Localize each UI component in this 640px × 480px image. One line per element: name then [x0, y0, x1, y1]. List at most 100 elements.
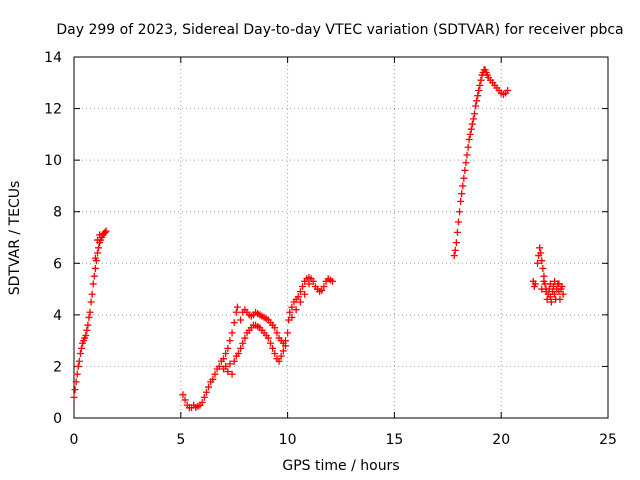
data-point — [71, 386, 79, 394]
data-point — [551, 290, 559, 298]
x-tick-label: 0 — [70, 432, 79, 448]
data-point — [224, 344, 232, 352]
data-point — [222, 362, 230, 370]
data-point — [555, 280, 563, 288]
data-point — [454, 218, 462, 226]
data-point — [451, 246, 459, 254]
data-point — [273, 329, 281, 337]
data-point — [224, 368, 232, 376]
data-point — [202, 388, 210, 396]
data-point — [234, 350, 242, 358]
data-point — [228, 329, 236, 337]
data-point — [269, 344, 277, 352]
data-point — [292, 306, 300, 314]
data-point — [542, 285, 550, 293]
data-point — [463, 151, 471, 159]
y-tick-labels: 0 2 4 6 8 10 12 14 — [44, 50, 62, 427]
data-point — [460, 174, 468, 182]
data-point — [215, 362, 223, 370]
data-point — [211, 370, 219, 378]
data-point — [181, 396, 189, 404]
data-point — [475, 87, 483, 95]
y-tick-label: 12 — [44, 102, 62, 118]
data-point — [531, 280, 539, 288]
x-tick-labels: 0 5 10 15 20 25 — [70, 432, 617, 448]
data-point — [275, 357, 283, 365]
data-point — [477, 76, 485, 84]
series-segment-2 — [179, 273, 336, 412]
data-point — [226, 337, 234, 345]
data-point — [450, 252, 458, 260]
series-segment-1 — [70, 227, 110, 401]
x-axis-title: GPS time / hours — [282, 458, 399, 474]
data-point — [457, 197, 465, 205]
y-tick-label: 6 — [53, 256, 62, 272]
data-point — [468, 120, 476, 128]
data-point — [88, 290, 96, 298]
x-tick-label: 10 — [279, 432, 297, 448]
data-point — [534, 259, 542, 267]
data-point — [232, 308, 240, 316]
data-point — [271, 350, 279, 358]
data-point — [471, 110, 478, 118]
data-point — [538, 257, 546, 265]
data-point — [72, 378, 80, 386]
data-point — [93, 249, 101, 257]
data-point — [458, 190, 466, 198]
data-point — [539, 264, 547, 272]
data-point — [305, 280, 313, 288]
data-point — [84, 321, 92, 329]
data-point — [294, 293, 302, 301]
data-point — [198, 399, 206, 407]
data-point — [504, 87, 512, 95]
series-segment-3 — [450, 66, 512, 260]
y-axis-title: SDTVAR / TECUs — [7, 181, 23, 296]
data-point — [469, 115, 477, 123]
data-point — [288, 313, 296, 321]
y-tick-label: 0 — [53, 411, 62, 427]
data-point — [102, 227, 110, 235]
data-point — [288, 303, 296, 311]
data-point — [462, 159, 470, 167]
data-point — [467, 125, 475, 133]
chart-title: Day 299 of 2023, Sidereal Day-to-day VTE… — [56, 22, 623, 38]
data-point — [91, 264, 99, 272]
data-point — [179, 391, 187, 399]
data-point — [476, 81, 484, 89]
data-point — [452, 239, 460, 247]
data-point — [301, 290, 309, 298]
data-point — [264, 334, 272, 342]
data-point — [286, 308, 294, 316]
data-point — [83, 326, 91, 334]
data-point — [75, 357, 83, 365]
y-tick-label: 2 — [53, 359, 62, 375]
data-point — [70, 393, 78, 401]
data-point — [209, 375, 217, 383]
data-point — [239, 339, 247, 347]
data-point — [559, 290, 567, 298]
data-point — [556, 295, 564, 303]
data-point — [96, 231, 104, 239]
series-segment-4 — [529, 244, 567, 306]
data-point — [320, 282, 328, 290]
y-tick-label: 8 — [53, 205, 62, 221]
data-point — [296, 298, 304, 306]
axis-ticks — [73, 56, 609, 419]
data-point — [237, 316, 245, 324]
data-point — [200, 393, 208, 401]
data-point — [205, 383, 213, 391]
plot-frame — [73, 56, 609, 419]
data-point — [220, 355, 228, 363]
data-point — [226, 360, 234, 368]
data-point — [456, 208, 464, 216]
data-point — [76, 350, 84, 358]
data-point — [309, 277, 317, 285]
x-tick-label: 25 — [599, 432, 617, 448]
data-point — [93, 236, 101, 244]
x-tick-label: 15 — [385, 432, 403, 448]
data-point — [85, 313, 93, 321]
data-point — [101, 228, 109, 236]
data-point — [279, 347, 287, 355]
y-tick-label: 4 — [53, 308, 62, 324]
